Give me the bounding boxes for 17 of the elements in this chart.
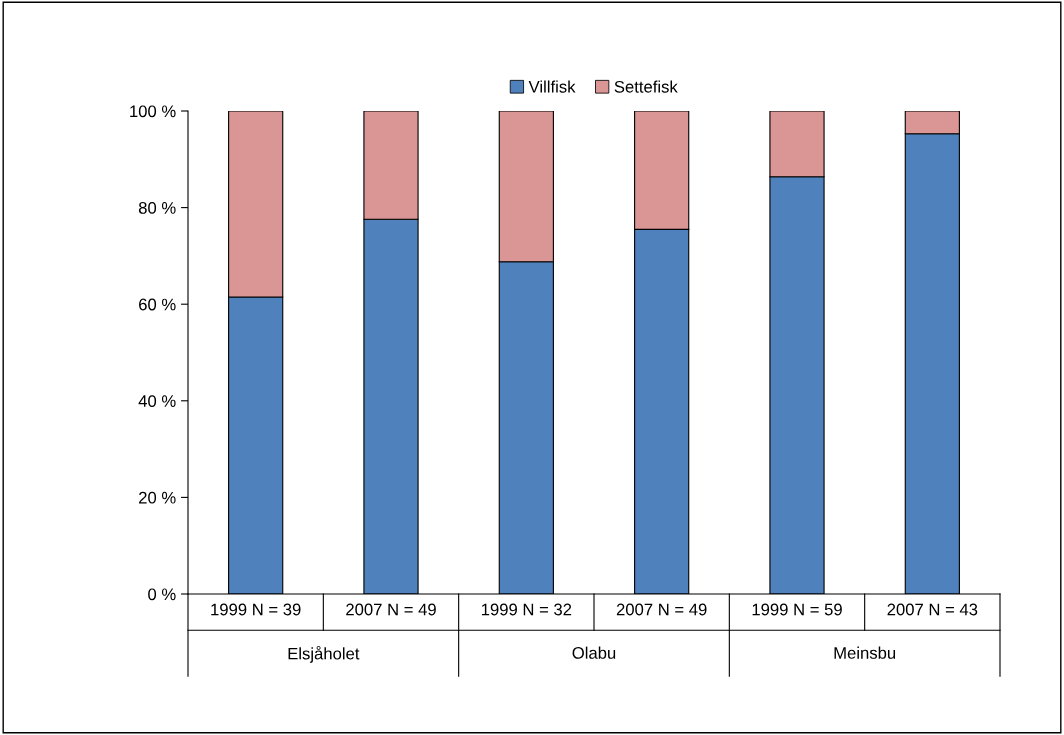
x-tick-label: 1999 N = 32 bbox=[481, 603, 572, 616]
y-tick-label: 40 % bbox=[138, 395, 176, 407]
x-tick-label: 1999 N = 59 bbox=[752, 603, 842, 616]
legend-label: Villfisk bbox=[528, 80, 576, 93]
y-tick-label: 20 % bbox=[139, 491, 176, 504]
text: Olabu bbox=[572, 646, 616, 659]
text: Elsjåholet bbox=[288, 645, 360, 663]
y-tick-label: 100 % bbox=[130, 105, 176, 118]
x-tick-label: 2007 N = 43 bbox=[887, 603, 978, 616]
y-tick-label: 80 % bbox=[138, 202, 176, 214]
y-tick-label: 60 % bbox=[139, 298, 176, 311]
x-tick-label: 1999 N = 39 bbox=[211, 603, 301, 616]
x-tick-label: 2007 N = 49 bbox=[346, 603, 436, 616]
legend-label: Settefisk bbox=[614, 80, 678, 93]
x-tick-label: 2007 N = 49 bbox=[616, 603, 707, 616]
y-tick-label: 0 % bbox=[148, 588, 176, 601]
text: Meinsbu bbox=[834, 646, 896, 659]
